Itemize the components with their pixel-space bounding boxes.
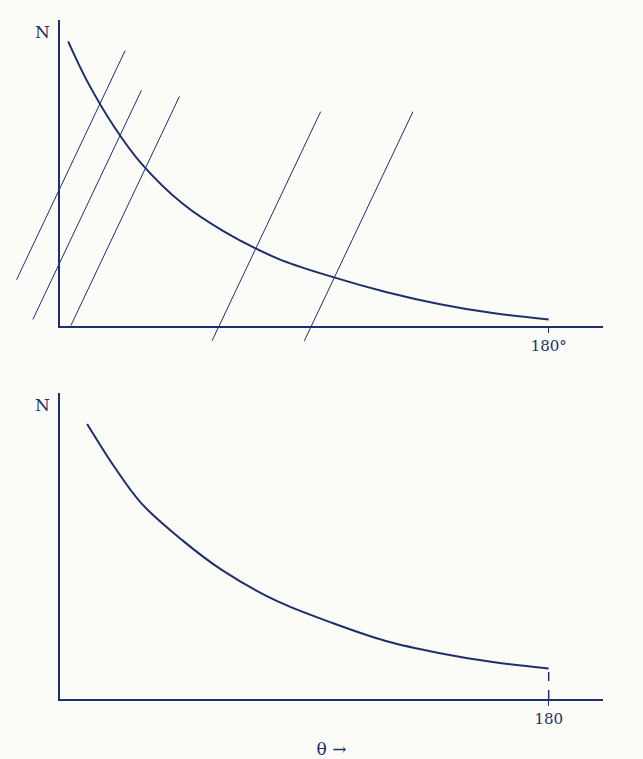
svg-text:180°: 180° [531,337,567,355]
svg-text:N: N [35,22,50,42]
svg-text:180: 180 [534,710,563,728]
svg-text:N: N [35,395,50,415]
svg-text:θ →: θ → [317,739,347,759]
